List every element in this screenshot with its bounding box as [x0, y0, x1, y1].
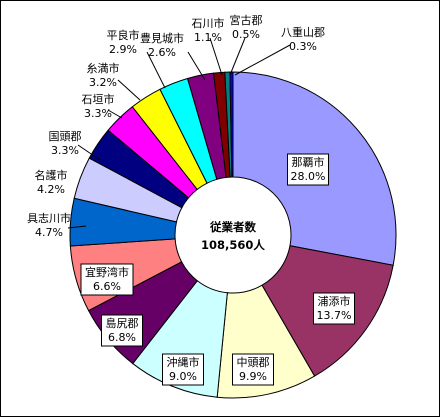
slice-name-10: 糸満市 [87, 61, 120, 75]
slice-name-4: 島尻郡 [106, 316, 139, 330]
slice-name-0: 那覇市 [292, 155, 325, 169]
slice-label-box-1 [313, 292, 355, 325]
slice-value-15: 0.3% [289, 40, 317, 53]
slice-name-8: 国頭郡 [49, 130, 82, 143]
center-label-title: 従業者数 [209, 220, 256, 234]
slice-name-15: 八重山郡 [281, 25, 325, 39]
slice-value-9: 3.3% [84, 107, 112, 120]
slice-label-box-5 [80, 263, 134, 296]
slice-name-5: 宜野湾市 [85, 265, 129, 279]
slice-value-8: 3.3% [51, 144, 79, 157]
center-label-value: 108,560人 [201, 238, 265, 252]
slice-value-2: 9.9% [239, 370, 267, 383]
leader-line-14 [229, 37, 246, 76]
slice-label-box-3 [162, 353, 204, 386]
slice-label-box-2 [232, 353, 274, 386]
slice-value-10: 3.2% [89, 76, 117, 89]
leader-line-15 [234, 44, 291, 76]
slice-name-12: 豊見城市 [140, 31, 184, 45]
slice-name-11: 平良市 [107, 28, 140, 42]
slice-name-9: 石垣市 [82, 92, 115, 106]
slice-value-14: 0.5% [232, 28, 260, 41]
slice-value-11: 2.9% [109, 43, 137, 56]
leader-line-6 [67, 225, 87, 229]
slice-value-7: 4.2% [37, 183, 65, 196]
slice-label-box-4 [101, 314, 143, 347]
slice-value-12: 2.6% [148, 46, 176, 59]
slice-label-box-0 [287, 153, 329, 186]
slice-value-4: 6.8% [108, 331, 136, 344]
slice-value-13: 1.1% [194, 31, 222, 44]
slice-value-0: 28.0% [291, 170, 326, 183]
leader-line-8 [77, 144, 101, 161]
slice-name-6: 具志川市 [27, 211, 71, 225]
slice-value-6: 4.7% [35, 226, 63, 239]
leader-lines [67, 37, 291, 229]
leader-line-13 [209, 37, 223, 76]
slice-name-2: 中頭郡 [237, 356, 270, 369]
slice-name-3: 沖縄市 [167, 355, 200, 369]
slice-value-5: 6.6% [93, 280, 121, 293]
slice-value-3: 9.0% [169, 370, 197, 383]
leader-line-12 [187, 51, 206, 81]
leader-line-10 [117, 79, 141, 101]
slice-name-1: 浦添市 [318, 294, 351, 308]
leader-line-11 [146, 51, 166, 89]
slice-name-14: 宮古郡 [230, 13, 263, 27]
slice-name-13: 石川市 [192, 16, 225, 30]
leader-line-9 [107, 109, 123, 119]
slices [69, 71, 397, 399]
slice-value-1: 13.7% [317, 309, 352, 322]
slice-name-7: 名護市 [35, 168, 68, 182]
